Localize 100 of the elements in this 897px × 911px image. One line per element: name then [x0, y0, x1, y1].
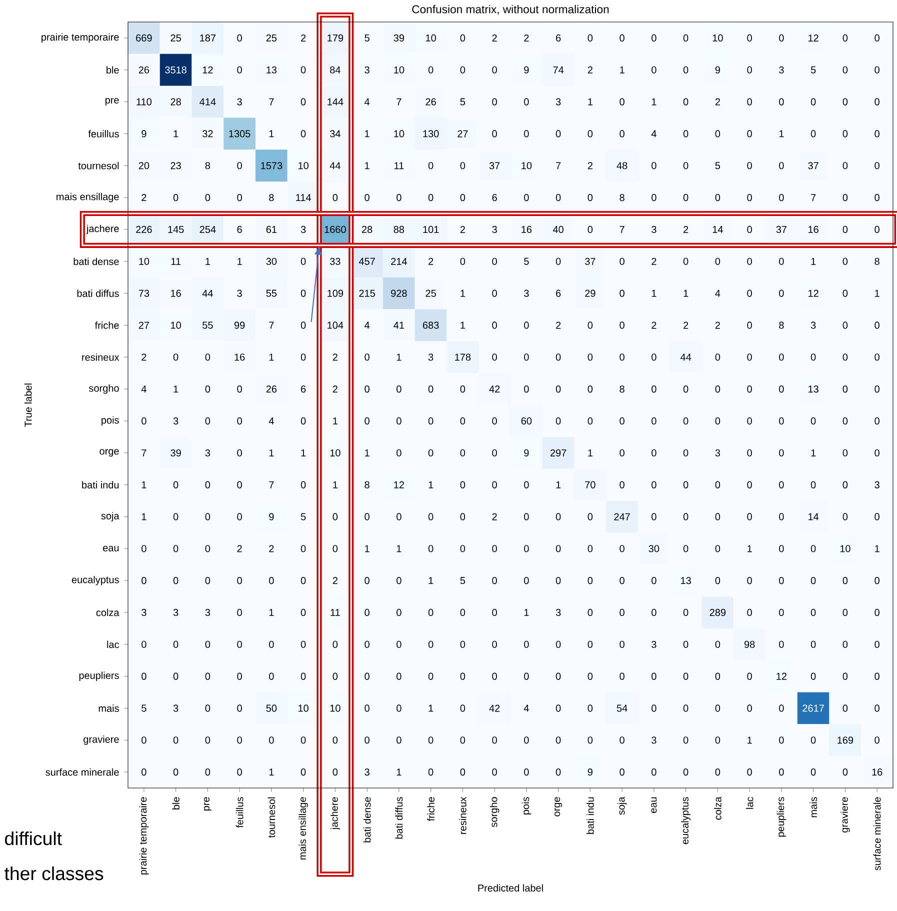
data-label: 0: [810, 417, 816, 425]
data-label: 0: [779, 449, 784, 456]
data-label: 0: [237, 386, 242, 393]
data-label: 7: [396, 98, 402, 106]
data-label: 1: [174, 386, 178, 392]
data-label: 2: [301, 34, 306, 42]
data-label: 2: [652, 322, 656, 329]
data-label: 0: [428, 768, 434, 776]
data-label: 4: [141, 386, 146, 392]
data-label: 0: [173, 545, 178, 552]
data-label: 0: [364, 513, 370, 520]
data-label: 0: [683, 704, 688, 712]
data-label: 0: [683, 768, 688, 776]
data-label: 0: [364, 736, 370, 744]
data-label: 0: [173, 354, 178, 361]
data-label: 0: [396, 736, 402, 744]
data-label: 4: [364, 98, 370, 106]
data-label: 0: [300, 640, 306, 648]
data-label: 0: [715, 640, 720, 648]
data-label: 4: [715, 290, 720, 297]
data-label: 0: [300, 608, 306, 616]
data-label: 20: [138, 162, 150, 170]
y-tick-label: bati dense: [74, 258, 119, 266]
data-label: 0: [620, 322, 624, 329]
x-tick-label: pois: [522, 797, 532, 814]
x-tick-label: bati dense: [363, 797, 371, 842]
y-tick-label: surface minerale: [46, 768, 119, 776]
data-label: 0: [205, 354, 210, 361]
data-label: 0: [524, 322, 529, 329]
data-label: 0: [874, 98, 880, 106]
x-tick-label: graviere: [840, 797, 850, 832]
data-label: 0: [396, 704, 402, 712]
data-label: 0: [874, 449, 880, 456]
x-tick-label: sorgho: [490, 797, 500, 828]
data-label: 40: [552, 226, 564, 234]
data-label: 0: [620, 768, 624, 776]
data-label: 2: [142, 354, 146, 361]
data-label: 0: [779, 354, 784, 361]
data-label: 0: [300, 354, 306, 361]
data-label: 0: [779, 608, 784, 616]
y-tick-label: graviere: [84, 735, 119, 745]
data-label: 0: [683, 608, 688, 616]
data-label: 14: [808, 513, 819, 520]
data-label: 0: [492, 322, 497, 329]
y-tick-label: eucalyptus: [72, 576, 119, 586]
y-tick-label: colza: [96, 608, 120, 616]
data-label: 0: [779, 545, 784, 552]
data-label: 0: [142, 577, 146, 584]
data-label: 42: [489, 386, 500, 393]
y-tick-label: orge: [100, 449, 119, 457]
data-label: 10: [330, 449, 340, 456]
data-label: 0: [620, 130, 624, 138]
data-label: 0: [364, 640, 370, 648]
data-label: 0: [460, 449, 466, 456]
data-label: 0: [683, 162, 688, 170]
data-label: 7: [269, 481, 274, 488]
data-label: 9: [142, 130, 146, 138]
x-tick-label: orge: [554, 797, 562, 816]
data-label: 0: [428, 513, 434, 520]
data-label: 0: [332, 672, 338, 680]
data-label: 0: [842, 417, 848, 425]
data-label: 0: [842, 577, 848, 584]
data-label: 0: [556, 545, 561, 552]
data-label: 8: [620, 194, 624, 202]
data-label: 0: [205, 513, 210, 520]
data-label: 0: [842, 481, 848, 488]
data-label: 1: [269, 609, 274, 616]
data-label: 0: [715, 417, 720, 425]
data-label: 0: [683, 194, 688, 202]
data-label: 0: [556, 672, 561, 680]
data-label: 0: [237, 417, 242, 425]
data-label: 0: [492, 98, 497, 106]
data-label: 0: [779, 386, 784, 393]
data-label: 0: [779, 162, 784, 170]
y-tick-label: eau: [103, 546, 119, 552]
data-label: 0: [620, 640, 624, 648]
data-label: 14: [712, 226, 723, 233]
data-label: 26: [138, 66, 150, 74]
data-label: 5: [460, 577, 466, 584]
data-label: 0: [620, 672, 624, 680]
data-label: 0: [747, 672, 752, 680]
y-tick-label: mais: [98, 704, 119, 712]
data-label: 0: [524, 194, 529, 202]
data-label: 1573: [261, 162, 282, 170]
data-label: 0: [810, 768, 816, 776]
data-label: 0: [556, 354, 561, 361]
data-label: 187: [200, 34, 216, 42]
data-label: 0: [142, 640, 146, 648]
data-label: 0: [842, 130, 848, 138]
x-tick-label: feuillus: [236, 797, 244, 828]
data-label: 1: [460, 290, 465, 297]
data-label: 669: [136, 34, 152, 42]
x-tick-label: colza: [714, 796, 722, 820]
data-label: 5: [364, 34, 370, 42]
data-label: 0: [364, 194, 370, 202]
data-label: 214: [391, 258, 407, 265]
data-label: 0: [428, 545, 434, 552]
y-tick-label: resineux: [82, 353, 120, 361]
data-label: 0: [747, 513, 752, 520]
data-label: 457: [358, 258, 375, 265]
